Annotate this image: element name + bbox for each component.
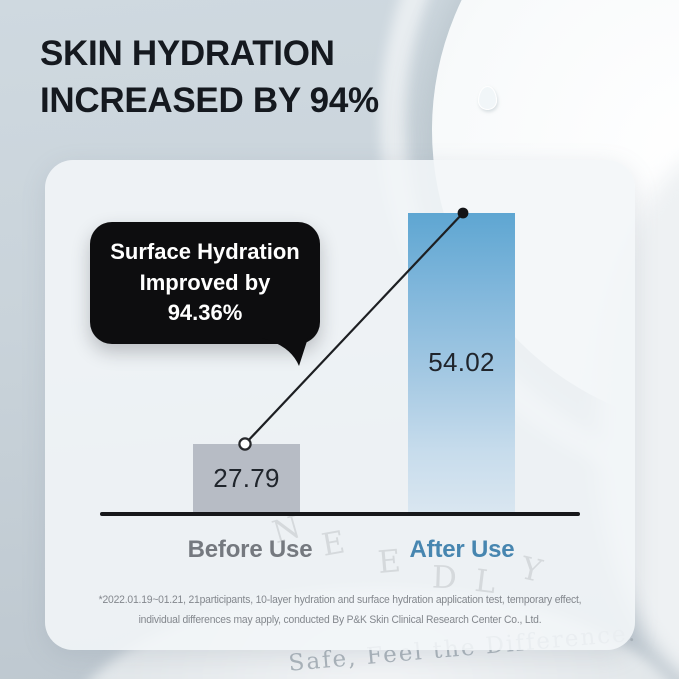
headline-line-1: SKIN HYDRATION xyxy=(40,34,335,73)
headline-line-2: INCREASED BY 94% xyxy=(40,81,379,121)
callout-bubble: Surface Hydration Improved by 94.36% xyxy=(90,222,320,344)
headline: SKIN HYDRATION INCREASED BY 94% xyxy=(40,30,379,125)
callout-line-2: Improved by xyxy=(139,269,271,295)
axis-baseline xyxy=(100,512,580,516)
study-footnote: *2022.01.19~01.21, 21participants, 10-la… xyxy=(63,590,618,631)
chart-card: N E E D L Y Surface Hydration Improved b… xyxy=(45,160,635,650)
label-before-use: Before Use xyxy=(187,536,313,563)
bar-before-value: 27.79 xyxy=(213,462,280,493)
water-droplet-icon xyxy=(478,86,497,110)
footnote-line-2: individual differences may apply, conduc… xyxy=(138,614,542,627)
bar-after-value: 54.02 xyxy=(428,347,495,377)
callout-line-3: 94.36% xyxy=(167,300,243,326)
bar-after-use: 54.02 xyxy=(408,213,515,512)
footnote-line-1: *2022.01.19~01.21, 21participants, 10-la… xyxy=(98,594,582,606)
label-after-use: After Use xyxy=(409,536,515,563)
bar-before-use: 27.79 xyxy=(193,444,300,512)
callout-line-1: Surface Hydration xyxy=(110,238,300,264)
